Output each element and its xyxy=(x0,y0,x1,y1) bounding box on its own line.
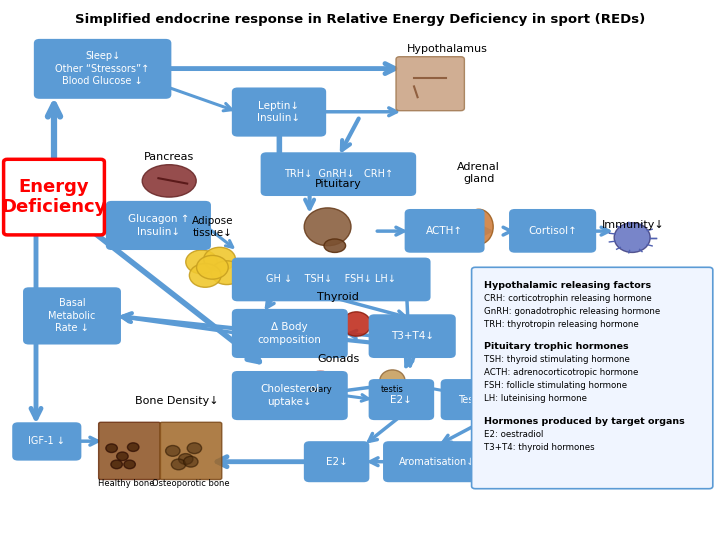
Ellipse shape xyxy=(464,209,493,244)
FancyBboxPatch shape xyxy=(160,422,222,480)
Circle shape xyxy=(204,247,235,271)
Text: Leptin↓
Insulin↓: Leptin↓ Insulin↓ xyxy=(258,101,300,123)
Text: Osteoporotic bone: Osteoporotic bone xyxy=(152,478,230,488)
Text: Immunity↓: Immunity↓ xyxy=(602,219,665,230)
FancyBboxPatch shape xyxy=(232,309,348,358)
Circle shape xyxy=(211,261,243,285)
Ellipse shape xyxy=(142,165,196,197)
FancyBboxPatch shape xyxy=(99,422,161,480)
FancyBboxPatch shape xyxy=(232,87,326,137)
Text: CRH: corticotrophin releasing hormone: CRH: corticotrophin releasing hormone xyxy=(484,294,652,303)
Text: Cortisol↑: Cortisol↑ xyxy=(528,226,577,236)
Circle shape xyxy=(127,443,139,451)
FancyBboxPatch shape xyxy=(34,39,171,99)
Circle shape xyxy=(124,460,135,469)
Text: Basal
Metabolic
Rate ↓: Basal Metabolic Rate ↓ xyxy=(48,299,96,333)
Ellipse shape xyxy=(308,310,340,338)
FancyBboxPatch shape xyxy=(12,422,81,461)
Text: IGF-1 ↓: IGF-1 ↓ xyxy=(28,436,66,447)
Text: TRH↓  GnRH↓   CRH↑: TRH↓ GnRH↓ CRH↑ xyxy=(284,169,393,179)
Text: Pancreas: Pancreas xyxy=(144,152,194,162)
FancyBboxPatch shape xyxy=(509,209,596,253)
Text: E2↓: E2↓ xyxy=(390,395,413,404)
Text: Pituitary trophic hormones: Pituitary trophic hormones xyxy=(484,342,629,352)
Text: Hormones produced by target organs: Hormones produced by target organs xyxy=(484,417,685,426)
Circle shape xyxy=(111,460,122,469)
FancyBboxPatch shape xyxy=(106,201,211,250)
Circle shape xyxy=(186,250,217,274)
Text: Gonads: Gonads xyxy=(318,354,359,364)
Ellipse shape xyxy=(305,208,351,246)
Circle shape xyxy=(179,454,193,464)
Text: Cholesterol
uptake↓: Cholesterol uptake↓ xyxy=(260,384,320,407)
Ellipse shape xyxy=(324,239,346,252)
Ellipse shape xyxy=(342,312,371,336)
Text: ACTH↑: ACTH↑ xyxy=(426,226,463,236)
Circle shape xyxy=(166,446,180,456)
Text: E2↓: E2↓ xyxy=(325,457,348,467)
FancyBboxPatch shape xyxy=(396,57,464,111)
FancyBboxPatch shape xyxy=(369,314,456,358)
Text: T3+T4↓: T3+T4↓ xyxy=(391,331,433,341)
Text: Adrenal
gland: Adrenal gland xyxy=(457,162,500,184)
FancyBboxPatch shape xyxy=(383,441,492,482)
FancyBboxPatch shape xyxy=(261,152,416,196)
Circle shape xyxy=(197,255,228,279)
Circle shape xyxy=(184,456,198,467)
Ellipse shape xyxy=(306,372,335,390)
Text: Testosterone↓: Testosterone↓ xyxy=(458,395,528,404)
Text: Energy
Deficiency: Energy Deficiency xyxy=(1,178,107,217)
Ellipse shape xyxy=(380,370,405,392)
Circle shape xyxy=(189,264,221,287)
FancyBboxPatch shape xyxy=(4,159,104,235)
Text: ACTH: adrenocorticotropic hormone: ACTH: adrenocorticotropic hormone xyxy=(484,368,638,377)
Text: Pituitary: Pituitary xyxy=(315,179,361,189)
Text: Aromatisation↓: Aromatisation↓ xyxy=(399,457,476,467)
Circle shape xyxy=(171,459,186,470)
Text: T3+T4: thyroid hormones: T3+T4: thyroid hormones xyxy=(484,443,595,452)
Text: testis: testis xyxy=(381,385,404,394)
Text: LH: luteinising hormone: LH: luteinising hormone xyxy=(484,394,587,403)
Ellipse shape xyxy=(467,211,481,221)
Circle shape xyxy=(106,444,117,453)
Text: Glucagon ↑
Insulin↓: Glucagon ↑ Insulin↓ xyxy=(127,214,189,237)
Text: Healthy bone: Healthy bone xyxy=(98,478,154,488)
Text: Thyroid: Thyroid xyxy=(318,292,359,302)
Text: ovary: ovary xyxy=(309,385,332,394)
Text: FSH: follicle stimulating hormone: FSH: follicle stimulating hormone xyxy=(484,381,627,390)
Ellipse shape xyxy=(614,222,650,253)
FancyBboxPatch shape xyxy=(369,379,434,420)
Text: TSH: thyroid stimulating hormone: TSH: thyroid stimulating hormone xyxy=(484,355,630,364)
FancyBboxPatch shape xyxy=(304,441,369,482)
Text: Adipose
tissue↓: Adipose tissue↓ xyxy=(192,216,233,238)
FancyBboxPatch shape xyxy=(232,371,348,420)
Text: TRH: thyrotropin releasing hormone: TRH: thyrotropin releasing hormone xyxy=(484,320,639,329)
Text: E2: oestradiol: E2: oestradiol xyxy=(484,430,543,439)
FancyBboxPatch shape xyxy=(441,379,546,420)
Text: GnRH: gonadotrophic releasing hormone: GnRH: gonadotrophic releasing hormone xyxy=(484,307,660,316)
Text: Δ Body
composition: Δ Body composition xyxy=(258,322,322,345)
FancyBboxPatch shape xyxy=(472,267,713,489)
Text: Sleep↓
Other “Stressors”↑
Blood Glucose ↓: Sleep↓ Other “Stressors”↑ Blood Glucose … xyxy=(55,51,150,86)
Text: Simplified endocrine response in Relative Energy Deficiency in sport (REDs): Simplified endocrine response in Relativ… xyxy=(75,14,645,26)
FancyBboxPatch shape xyxy=(23,287,121,345)
Text: GH ↓    TSH↓    FSH↓ LH↓: GH ↓ TSH↓ FSH↓ LH↓ xyxy=(266,274,396,285)
Text: Bone Density↓: Bone Density↓ xyxy=(135,396,218,406)
Text: Hypothalamus: Hypothalamus xyxy=(407,44,487,54)
Circle shape xyxy=(117,452,128,461)
Text: Hypothalamic releasing factors: Hypothalamic releasing factors xyxy=(484,281,651,290)
FancyBboxPatch shape xyxy=(405,209,485,253)
Circle shape xyxy=(187,443,202,454)
FancyBboxPatch shape xyxy=(232,258,431,301)
